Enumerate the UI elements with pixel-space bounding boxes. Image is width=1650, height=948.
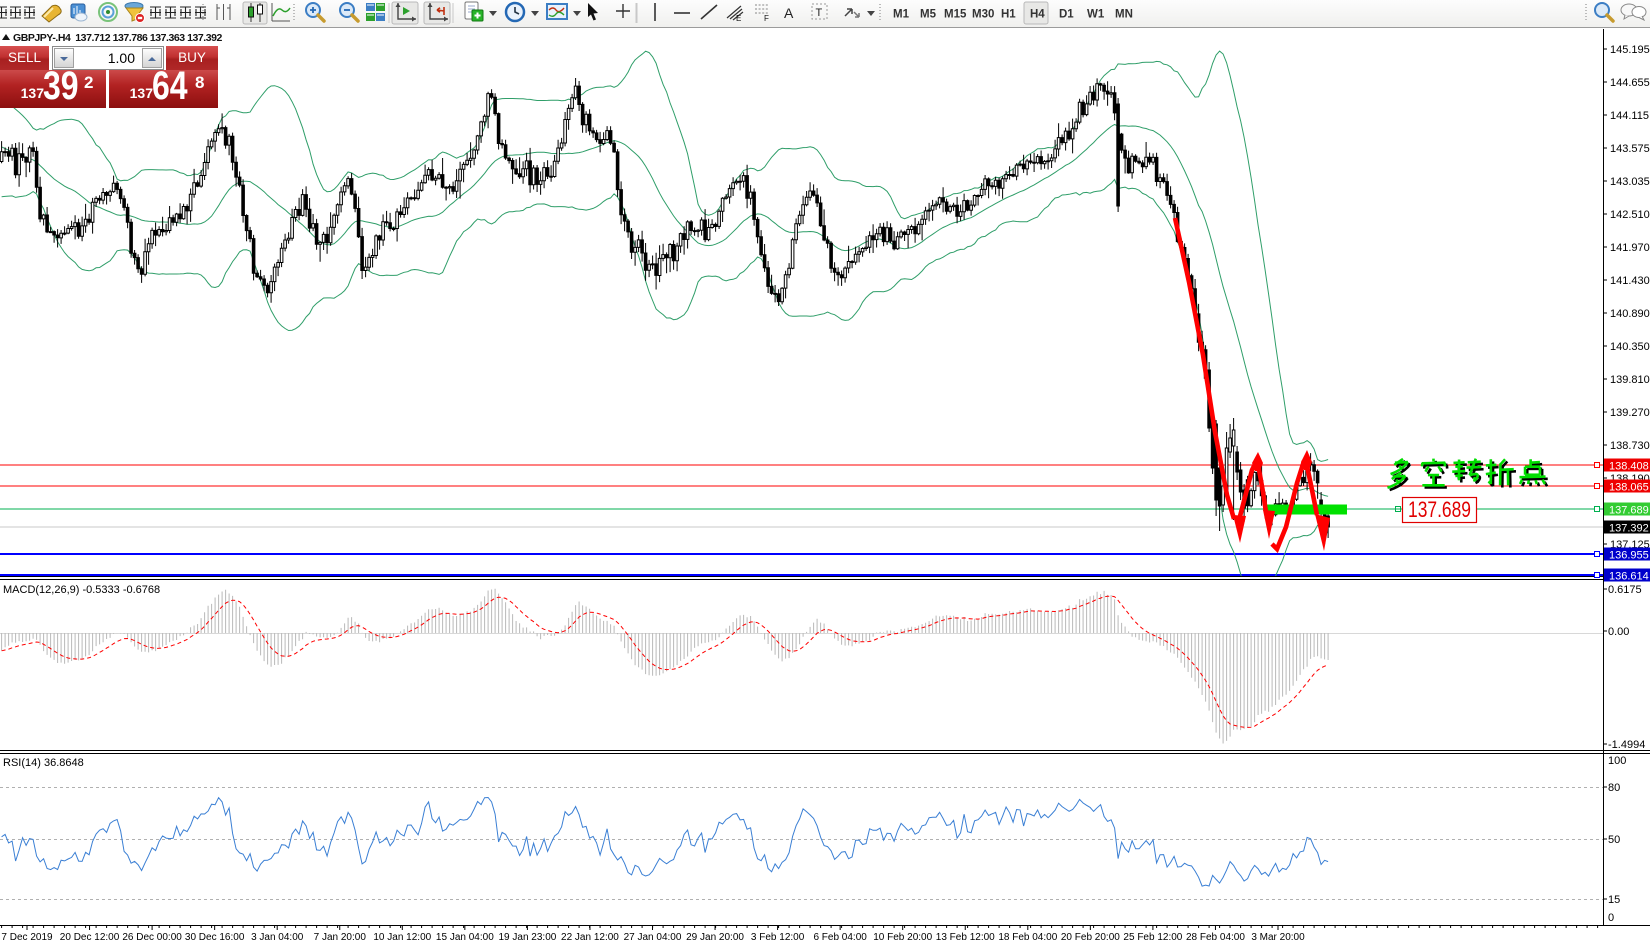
svg-text:10 Jan 12:00: 10 Jan 12:00 xyxy=(373,932,431,943)
svg-text:22 Jan 12:00: 22 Jan 12:00 xyxy=(561,932,619,943)
svg-text:138.065: 138.065 xyxy=(1609,482,1649,494)
svg-text:MACD(12,26,9) -0.5333 -0.6768: MACD(12,26,9) -0.5333 -0.6768 xyxy=(3,584,160,596)
svg-text:18 Feb 04:00: 18 Feb 04:00 xyxy=(998,932,1057,943)
svg-text:T: T xyxy=(816,7,823,19)
svg-text:H1: H1 xyxy=(1001,9,1016,21)
svg-text:80: 80 xyxy=(1608,782,1620,794)
svg-text:140.890: 140.890 xyxy=(1610,308,1650,320)
svg-text:100: 100 xyxy=(1608,755,1626,767)
svg-text:142.510: 142.510 xyxy=(1610,209,1650,221)
svg-text:138.730: 138.730 xyxy=(1610,440,1650,452)
svg-text:139.270: 139.270 xyxy=(1610,407,1650,419)
svg-text:M1: M1 xyxy=(893,9,910,21)
svg-text:136.614: 136.614 xyxy=(1609,571,1649,583)
svg-text:139.810: 139.810 xyxy=(1610,374,1650,386)
svg-text:7 Jan 20:00: 7 Jan 20:00 xyxy=(314,932,367,943)
svg-text:27 Jan 04:00: 27 Jan 04:00 xyxy=(624,932,682,943)
svg-text:3 Jan 04:00: 3 Jan 04:00 xyxy=(251,932,304,943)
svg-text:0.6175: 0.6175 xyxy=(1608,584,1642,596)
svg-text:-1.4994: -1.4994 xyxy=(1608,739,1645,751)
svg-text:13 Feb 12:00: 13 Feb 12:00 xyxy=(936,932,995,943)
svg-text:M5: M5 xyxy=(920,9,937,21)
svg-text:26 Dec 00:00: 26 Dec 00:00 xyxy=(122,932,182,943)
svg-text:MN: MN xyxy=(1115,9,1133,21)
svg-text:145.195: 145.195 xyxy=(1610,44,1650,56)
svg-text:137.689: 137.689 xyxy=(1609,505,1649,517)
svg-text:E: E xyxy=(736,14,741,23)
svg-text:D1: D1 xyxy=(1059,9,1074,21)
svg-text:H4: H4 xyxy=(1030,9,1045,21)
svg-text:140.350: 140.350 xyxy=(1610,341,1650,353)
svg-text:141.970: 141.970 xyxy=(1610,242,1650,254)
svg-text:F: F xyxy=(764,14,769,23)
svg-text:29 Jan 20:00: 29 Jan 20:00 xyxy=(686,932,744,943)
svg-text:3 Feb 12:00: 3 Feb 12:00 xyxy=(751,932,805,943)
svg-text:RSI(14) 36.8648: RSI(14) 36.8648 xyxy=(3,757,84,769)
svg-text:141.430: 141.430 xyxy=(1610,275,1650,287)
svg-text:143.035: 143.035 xyxy=(1610,176,1650,188)
svg-text:144.655: 144.655 xyxy=(1610,77,1650,89)
svg-text:143.575: 143.575 xyxy=(1610,143,1650,155)
svg-text:136.955: 136.955 xyxy=(1609,550,1649,562)
svg-text:W1: W1 xyxy=(1087,9,1105,21)
svg-text:20 Dec 12:00: 20 Dec 12:00 xyxy=(60,932,120,943)
svg-text:30 Dec 16:00: 30 Dec 16:00 xyxy=(185,932,245,943)
svg-text:7 Dec 2019: 7 Dec 2019 xyxy=(1,932,53,943)
svg-text:M15: M15 xyxy=(944,9,967,21)
svg-text:0: 0 xyxy=(1608,912,1614,924)
svg-text:137.689: 137.689 xyxy=(1408,497,1471,522)
svg-text:20 Feb 20:00: 20 Feb 20:00 xyxy=(1061,932,1120,943)
svg-text:15 Jan 04:00: 15 Jan 04:00 xyxy=(436,932,494,943)
svg-text:15: 15 xyxy=(1608,894,1620,906)
svg-text:3 Mar 20:00: 3 Mar 20:00 xyxy=(1251,932,1305,943)
svg-text:19 Jan 23:00: 19 Jan 23:00 xyxy=(498,932,556,943)
svg-text:28 Feb 04:00: 28 Feb 04:00 xyxy=(1186,932,1245,943)
svg-text:138.408: 138.408 xyxy=(1609,461,1649,473)
svg-text:A: A xyxy=(784,5,794,21)
svg-text:6 Feb 04:00: 6 Feb 04:00 xyxy=(813,932,867,943)
svg-text:50: 50 xyxy=(1608,834,1620,846)
svg-text:144.115: 144.115 xyxy=(1610,110,1649,122)
svg-text:137.392: 137.392 xyxy=(1609,523,1649,535)
svg-text:M30: M30 xyxy=(972,9,994,21)
svg-text:10 Feb 20:00: 10 Feb 20:00 xyxy=(873,932,932,943)
svg-text:25 Feb 12:00: 25 Feb 12:00 xyxy=(1123,932,1182,943)
svg-text:0.00: 0.00 xyxy=(1608,626,1629,638)
